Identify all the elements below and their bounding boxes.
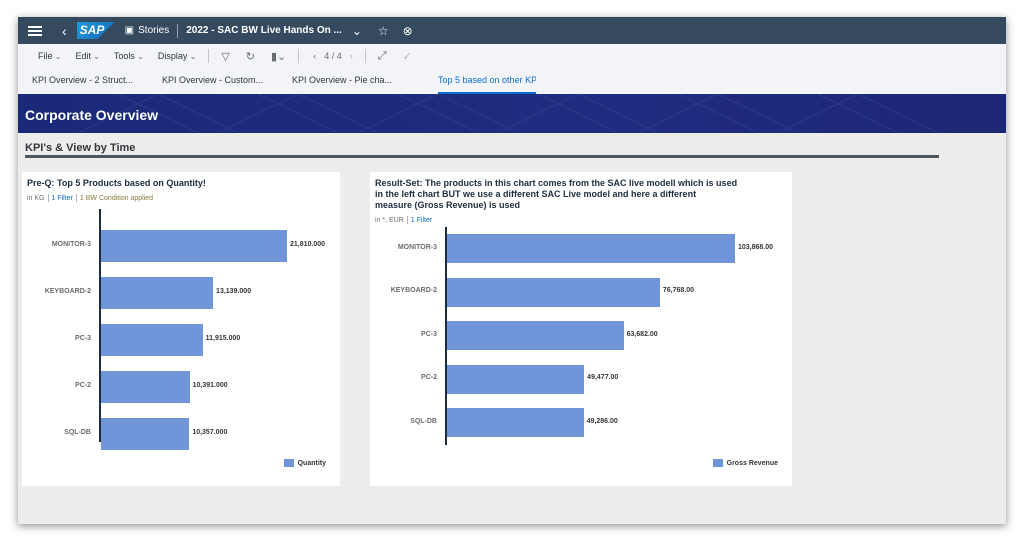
right-chart-title: Result-Set: The products in this chart c… bbox=[375, 178, 737, 211]
condition-label[interactable]: 1 BW Condition applied bbox=[79, 194, 154, 202]
left-chart-meta: in KG 1 Filter 1 BW Condition applied bbox=[27, 194, 153, 202]
bar[interactable] bbox=[101, 277, 214, 309]
legend-label: Gross Revenue bbox=[726, 459, 778, 467]
stories-icon: ▣ bbox=[124, 25, 135, 36]
toolbar: File Edit Tools Display ▽ ↻ ▮⌄ ‹ 4 / 4 ›… bbox=[18, 44, 1006, 68]
shell-bar: ‹ SAP ▣ Stories 2022 - SAC BW Live Hands… bbox=[18, 17, 1006, 44]
data-label: 49,286.00 bbox=[586, 417, 618, 425]
chart-axis bbox=[445, 227, 447, 445]
bar[interactable] bbox=[447, 234, 735, 263]
data-label: 10,391.000 bbox=[192, 382, 228, 389]
page-indicator: 4 / 4 bbox=[324, 51, 342, 61]
header-banner: Corporate Overview bbox=[18, 94, 1006, 133]
right-chart-meta: in *, EUR 1 Filter bbox=[375, 216, 432, 224]
star-icon[interactable]: ☆ bbox=[377, 23, 389, 38]
divider bbox=[298, 49, 300, 63]
page-tabs: KPI Overview - 2 Struct... KPI Overview … bbox=[18, 68, 1006, 94]
divider bbox=[208, 49, 210, 63]
menu-bar: File Edit Tools Display bbox=[38, 51, 196, 61]
page-title: Corporate Overview bbox=[25, 107, 159, 123]
fullscreen-icon[interactable]: ⤢ bbox=[377, 49, 387, 62]
data-label: 13,139.000 bbox=[216, 288, 252, 295]
tab-kpi-overview-2-struct[interactable]: KPI Overview - 2 Struct... bbox=[32, 75, 134, 85]
divider bbox=[364, 49, 366, 63]
bookmark-icon[interactable]: ▮⌄ bbox=[271, 50, 287, 63]
data-label: 49,477.00 bbox=[587, 374, 619, 381]
filter-icon[interactable]: ▽ bbox=[221, 50, 230, 63]
check-circle-icon[interactable]: ✓ bbox=[402, 50, 412, 63]
legend-swatch bbox=[283, 459, 294, 467]
back-icon[interactable]: ‹ bbox=[62, 22, 67, 39]
category-label: KEYBOARD-2 bbox=[44, 288, 91, 295]
filter-link[interactable]: 1 Filter bbox=[410, 216, 433, 224]
tab-top-5-other-kpi[interactable]: Top 5 based on other KPI bbox=[438, 68, 536, 94]
right-chart-legend[interactable]: Gross Revenue bbox=[712, 459, 778, 467]
legend-label: Quantity bbox=[297, 459, 326, 467]
refresh-icon[interactable]: ↻ bbox=[245, 50, 255, 63]
tab-kpi-overview-pie[interactable]: KPI Overview - Pie cha... bbox=[292, 75, 393, 85]
bar[interactable] bbox=[447, 277, 660, 307]
bar[interactable] bbox=[447, 408, 584, 437]
chart-axis bbox=[99, 209, 101, 442]
legend-swatch bbox=[712, 459, 723, 467]
app-window: ‹ SAP ▣ Stories 2022 - SAC BW Live Hands… bbox=[18, 17, 1006, 524]
right-chart-title-line: measure (Gross Revenue) is used bbox=[375, 200, 521, 210]
data-label: 76,768.00 bbox=[662, 287, 694, 294]
category-label: MONITOR-3 bbox=[397, 243, 437, 251]
divider bbox=[75, 194, 77, 202]
menu-display[interactable]: Display bbox=[158, 51, 196, 61]
bar[interactable] bbox=[101, 230, 287, 262]
right-chart-panel[interactable]: Result-Set: The products in this chart c… bbox=[370, 172, 792, 486]
page-navigator: ‹ 4 / 4 › bbox=[313, 51, 353, 61]
menu-tools[interactable]: Tools bbox=[114, 51, 144, 61]
tab-kpi-overview-custom[interactable]: KPI Overview - Custom... bbox=[162, 75, 264, 85]
unit-label: in KG bbox=[27, 194, 45, 202]
left-chart-panel[interactable]: Pre-Q: Top 5 Products based on Quantity!… bbox=[22, 172, 340, 486]
left-chart-title: Pre-Q: Top 5 Products based on Quantity! bbox=[27, 178, 206, 188]
bar[interactable] bbox=[101, 324, 203, 356]
data-label: 10,357.000 bbox=[192, 429, 228, 436]
category-label: MONITOR-3 bbox=[51, 241, 91, 248]
bar[interactable] bbox=[101, 371, 190, 403]
divider bbox=[406, 216, 408, 224]
section-divider bbox=[25, 155, 939, 158]
category-label: PC-3 bbox=[75, 335, 91, 342]
category-label: KEYBOARD-2 bbox=[390, 287, 437, 294]
sap-logo: SAP bbox=[76, 22, 115, 39]
stories-label: Stories bbox=[138, 25, 170, 36]
data-label: 11,915.000 bbox=[205, 335, 241, 342]
category-label: PC-3 bbox=[421, 330, 437, 338]
divider bbox=[47, 194, 49, 202]
chevron-down-icon[interactable]: ⌄ bbox=[351, 23, 362, 38]
category-label: SQL-DB bbox=[64, 429, 91, 436]
category-label: PC-2 bbox=[421, 374, 437, 381]
bar[interactable] bbox=[447, 364, 585, 394]
section-title: KPI's & View by Time bbox=[25, 142, 136, 154]
bar[interactable] bbox=[101, 418, 190, 450]
menu-file[interactable]: File bbox=[38, 51, 61, 61]
data-label: 21,810.000 bbox=[290, 241, 326, 248]
category-label: PC-2 bbox=[75, 382, 91, 389]
right-chart-title-line: Result-Set: The products in this chart c… bbox=[375, 178, 738, 188]
menu-edit[interactable]: Edit bbox=[75, 51, 99, 61]
filter-link[interactable]: 1 Filter bbox=[51, 194, 73, 202]
menu-icon[interactable] bbox=[28, 25, 42, 36]
banner-pattern bbox=[77, 94, 939, 133]
data-label: 63,682.00 bbox=[626, 330, 658, 338]
unit-label: in *, EUR bbox=[375, 216, 404, 224]
story-title[interactable]: 2022 - SAC BW Live Hands On ... bbox=[186, 25, 342, 36]
divider bbox=[177, 23, 179, 38]
right-chart-title-line: in the left chart BUT we use a different… bbox=[375, 189, 697, 199]
close-circle-icon[interactable]: ⊗ bbox=[402, 23, 413, 38]
prev-page-icon[interactable]: ‹ bbox=[313, 51, 317, 61]
left-chart-legend[interactable]: Quantity bbox=[283, 459, 326, 467]
data-label: 103,868.00 bbox=[738, 243, 774, 251]
next-page-icon[interactable]: › bbox=[349, 51, 353, 61]
bar[interactable] bbox=[447, 321, 624, 350]
stories-link[interactable]: ▣ Stories bbox=[125, 25, 170, 36]
category-label: SQL-DB bbox=[410, 417, 437, 425]
